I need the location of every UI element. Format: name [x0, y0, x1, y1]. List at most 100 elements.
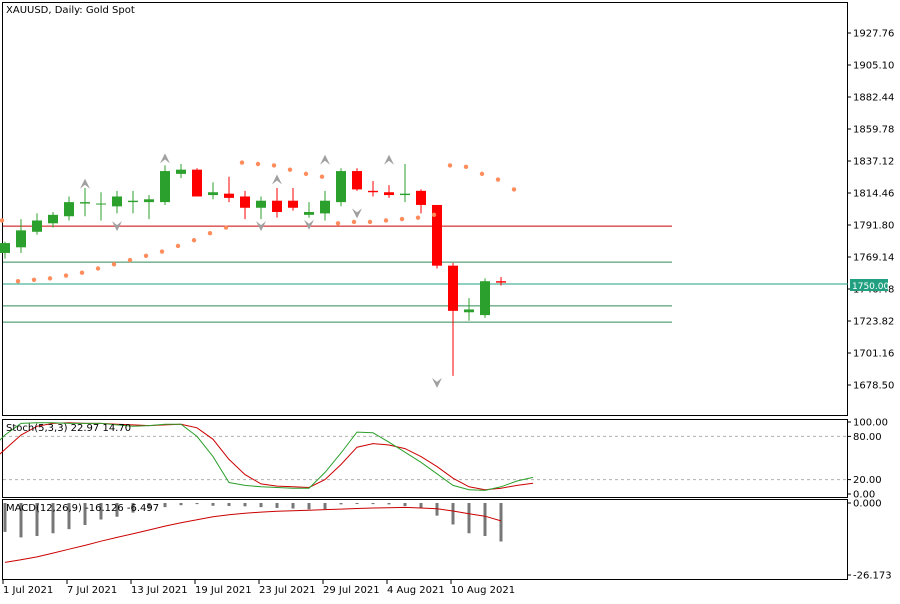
- sar-dot: [271, 163, 277, 168]
- sar-dot: [287, 167, 293, 172]
- parabolic-sar-series: [0, 160, 517, 284]
- sar-dot: [351, 219, 357, 225]
- candle-body: [0, 243, 10, 253]
- stochastic-lines: [0, 422, 847, 491]
- current-price-tag: 1750.00: [850, 279, 889, 292]
- price-tick-label: 1791.80: [853, 221, 894, 232]
- candle: [144, 195, 154, 220]
- candle: [464, 298, 474, 321]
- macd-histogram-bar: [3, 503, 7, 532]
- time-tick-label: 19 Jul 2021: [195, 585, 252, 596]
- candle-body: [80, 202, 90, 204]
- candle: [64, 196, 74, 221]
- candle: [0, 241, 10, 259]
- fractal-down-icon: [304, 219, 314, 230]
- macd-histogram-bar: [67, 503, 71, 530]
- macd-histogram-bar: [435, 503, 439, 516]
- candle: [96, 192, 106, 221]
- sar-dot: [431, 212, 437, 218]
- time-tick-label: 7 Jul 2021: [67, 585, 117, 596]
- macd-histogram-bar: [83, 503, 87, 526]
- candle-body: [432, 204, 442, 266]
- sar-dot: [319, 174, 325, 179]
- candle: [400, 163, 410, 203]
- candle-body: [224, 193, 234, 198]
- candle: [304, 202, 314, 218]
- sar-dot: [191, 238, 197, 243]
- stochastic-tick-label: 20.00: [853, 475, 882, 486]
- candle: [192, 168, 202, 197]
- candle: [32, 213, 42, 235]
- time-tick-label: 29 Jul 2021: [323, 585, 380, 596]
- macd-histogram-bar: [419, 503, 423, 509]
- sar-dot: [447, 163, 453, 168]
- candle: [208, 182, 218, 200]
- macd-histogram-bar: [275, 503, 279, 508]
- sar-dot: [303, 171, 309, 177]
- macd-label: MACD(12,26,9) -16.126 -6.497: [6, 503, 159, 514]
- candle-body: [400, 193, 410, 196]
- candle: [48, 212, 58, 228]
- sar-dot: [95, 266, 101, 271]
- time-tick-label: 13 Jul 2021: [131, 585, 188, 596]
- fractal-down-icon: [432, 377, 442, 388]
- sar-dot: [399, 216, 405, 222]
- candle: [224, 176, 234, 203]
- candle: [432, 204, 442, 269]
- candle-body: [288, 200, 298, 208]
- candle: [384, 185, 394, 198]
- price-tick-label: 1701.16: [853, 349, 894, 360]
- sar-dot: [415, 215, 421, 220]
- fractal-up-icon: [384, 154, 394, 165]
- sar-dot: [0, 218, 5, 223]
- stochastic-tick-label: 80.00: [853, 432, 882, 443]
- macd-histogram-bar: [483, 503, 487, 537]
- sar-dot: [255, 161, 261, 167]
- macd-series: [3, 503, 503, 563]
- macd-histogram-bar: [35, 503, 39, 537]
- candle: [160, 165, 170, 205]
- time-tick-label: 1 Jul 2021: [3, 585, 53, 596]
- candle-body: [160, 171, 170, 203]
- sar-dot: [511, 187, 517, 192]
- macd-histogram-bar: [339, 503, 343, 505]
- candle: [272, 188, 282, 218]
- candle-body: [464, 309, 474, 313]
- price-tick-label: 1859.78: [853, 125, 894, 136]
- sar-dot: [47, 276, 53, 281]
- main-price-pane[interactable]: [2, 2, 848, 416]
- macd-histogram-bar: [243, 503, 247, 507]
- fractal-down-icon: [352, 208, 362, 219]
- macd-histogram-bar: [387, 503, 391, 505]
- candle: [336, 168, 346, 207]
- candle-body: [448, 265, 458, 311]
- macd-histogram-bar: [51, 503, 55, 534]
- price-tick-label: 1769.14: [853, 253, 894, 264]
- sar-dot: [143, 253, 149, 258]
- candle: [416, 189, 426, 214]
- macd-histogram-bar: [163, 503, 167, 508]
- sar-dot: [479, 171, 485, 177]
- macd-histogram-bar: [147, 503, 151, 509]
- sar-dot: [495, 177, 501, 182]
- price-tick-label: 1905.10: [853, 61, 894, 72]
- macd-histogram-bar: [211, 503, 215, 506]
- current-price-label: 1750.00: [852, 282, 889, 292]
- sar-dot: [79, 270, 85, 275]
- fractal-down-icon: [256, 221, 266, 232]
- sar-dot: [335, 221, 341, 226]
- stochastic-pane[interactable]: [2, 419, 848, 498]
- sar-dot: [367, 219, 373, 225]
- macd-pane[interactable]: [2, 499, 848, 580]
- candle: [288, 188, 298, 211]
- macd-histogram-bar: [291, 503, 295, 509]
- macd-histogram-bar: [195, 503, 199, 505]
- candle-body: [480, 281, 490, 316]
- macd-histogram-bar: [467, 503, 471, 534]
- sar-dot: [175, 243, 181, 249]
- sar-dot: [223, 225, 229, 230]
- candle-body: [240, 196, 250, 208]
- macd-histogram-bar: [499, 503, 503, 542]
